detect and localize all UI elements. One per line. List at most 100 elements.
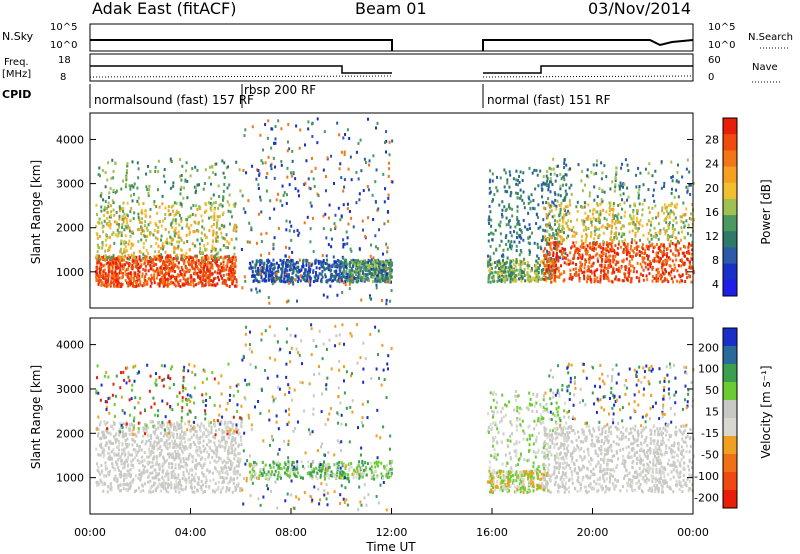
echo-cell [152, 451, 155, 455]
echo-cell [382, 267, 385, 271]
echo-cell [590, 264, 593, 268]
echo-cell [353, 277, 356, 281]
echo-cell [686, 185, 689, 189]
echo-cell [488, 221, 491, 225]
echo-cell [208, 261, 211, 265]
echo-cell [544, 235, 547, 239]
echo-cell [519, 276, 522, 280]
echo-cell [274, 165, 277, 169]
echo-cell [145, 255, 148, 259]
echo-cell [318, 272, 321, 276]
echo-cell [166, 425, 169, 429]
echo-cell [180, 202, 183, 206]
echo-cell [164, 213, 167, 217]
echo-cell [567, 234, 570, 238]
echo-cell [605, 243, 608, 247]
echo-cell [371, 271, 374, 275]
echo-cell [107, 201, 110, 205]
echo-cell [551, 200, 554, 204]
echo-cell [170, 472, 173, 476]
echo-cell [257, 212, 260, 216]
echo-cell [643, 256, 646, 260]
echo-cell [272, 156, 275, 160]
echo-cell [206, 268, 209, 272]
echo-cell [642, 278, 645, 282]
echo-cell [346, 207, 349, 211]
echo-cell [340, 272, 343, 276]
echo-cell [206, 262, 209, 266]
echo-cell [213, 207, 216, 211]
echo-cell [672, 219, 675, 223]
echo-cell [339, 262, 342, 266]
echo-cell [131, 230, 134, 234]
echo-cell [102, 230, 105, 234]
echo-cell [692, 218, 695, 222]
echo-cell [385, 298, 388, 302]
echo-cell [389, 273, 392, 277]
echo-cell [282, 261, 285, 265]
echo-cell [671, 226, 674, 230]
echo-cell [549, 204, 552, 208]
echo-cell [110, 204, 113, 208]
echo-cell [345, 258, 348, 262]
echo-cell [140, 474, 143, 478]
echo-cell [215, 239, 218, 243]
echo-cell [583, 245, 586, 249]
echo-cell [206, 255, 209, 259]
echo-cell [304, 181, 307, 185]
echo-cell [257, 266, 260, 270]
echo-cell [386, 272, 389, 276]
echo-cell [614, 244, 617, 248]
echo-cell [135, 258, 138, 262]
echo-cell [291, 250, 294, 254]
power-frame [89, 112, 694, 309]
echo-cell [347, 222, 350, 226]
echo-cell [212, 231, 215, 235]
echo-cell [129, 283, 132, 287]
echo-cell [157, 225, 160, 229]
echo-cell [203, 210, 206, 214]
echo-cell [193, 244, 196, 248]
echo-cell [510, 265, 513, 269]
echo-cell [121, 432, 124, 436]
echo-cell [585, 174, 588, 178]
echo-cell [284, 267, 287, 271]
echo-cell [117, 282, 120, 286]
echo-cell [657, 214, 660, 218]
echo-cell [122, 265, 125, 269]
echo-cell [615, 234, 618, 238]
echo-cell [358, 275, 361, 279]
echo-cell [140, 258, 143, 262]
echo-cell [234, 485, 237, 489]
echo-cell [229, 210, 232, 214]
echo-cell [494, 266, 497, 270]
echo-cell [306, 277, 309, 281]
echo-cell [507, 239, 510, 243]
echo-cell [520, 260, 523, 264]
echo-cell [169, 282, 172, 286]
echo-cell [550, 273, 553, 277]
echo-cell [118, 284, 121, 288]
echo-cell [204, 278, 207, 282]
echo-cell [559, 208, 562, 212]
echo-cell [124, 241, 127, 245]
echo-cell [231, 273, 234, 277]
echo-cell [207, 276, 210, 280]
echo-cell [219, 490, 222, 494]
echo-cell [229, 264, 232, 268]
echo-cell [159, 256, 162, 260]
echo-cell [330, 279, 333, 283]
echo-cell [147, 269, 150, 273]
echo-cell [667, 271, 670, 275]
echo-cell [227, 445, 230, 449]
echo-cell [506, 256, 509, 260]
echo-cell [489, 231, 492, 235]
echo-cell [124, 482, 127, 486]
echo-cell [370, 261, 373, 265]
echo-cell [177, 283, 180, 287]
echo-cell [545, 182, 548, 186]
echo-cell [563, 158, 566, 162]
echo-cell [302, 277, 305, 281]
echo-cell [560, 264, 563, 268]
echo-cell [126, 201, 129, 205]
